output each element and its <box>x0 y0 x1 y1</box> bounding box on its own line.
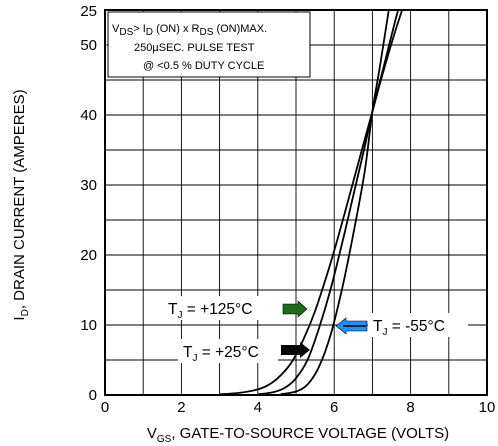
y-tick-label: 50 <box>80 37 97 54</box>
condition-line-3: @ <0.5 % DUTY CYCLE <box>143 60 264 72</box>
label-tj-125: TJ = +125°C <box>164 296 308 321</box>
plot-frame <box>104 9 488 396</box>
grid-lines <box>105 10 487 395</box>
x-tick-label: 6 <box>330 399 338 416</box>
chart-curves <box>219 10 404 395</box>
x-tick-label: 4 <box>254 399 262 416</box>
label-tj-minus-55-text: TJ = -55°C <box>373 318 445 338</box>
series-curve-2 <box>280 10 390 395</box>
arrow-tj-125 <box>282 300 308 318</box>
condition-line-2: 250µSEC. PULSE TEST <box>134 42 255 54</box>
label-tj-25: TJ = +25°C <box>178 339 310 364</box>
x-tick-label: 10 <box>479 399 496 416</box>
y-axis-label: ID, DRAIN CURRENT (AMPERES) <box>11 89 31 320</box>
y-tick-label-top: 25 <box>80 3 97 20</box>
arrow-tj-25 <box>281 342 310 358</box>
y-tick-label: 0 <box>89 387 97 404</box>
x-tick-labels: 0 2 4 6 8 10 <box>101 399 496 416</box>
y-tick-label: 10 <box>80 317 97 334</box>
x-axis-label: VGS, GATE-TO-SOURCE VOLTAGE (VOLTS) <box>147 425 449 445</box>
label-tj-25-text: TJ = +25°C <box>183 344 259 364</box>
y-tick-label: 20 <box>80 247 97 264</box>
y-tick-labels: 0 10 20 30 40 50 <box>80 37 97 404</box>
x-tick-label: 8 <box>406 399 414 416</box>
x-tick-label: 0 <box>101 399 109 416</box>
label-tj-125-text: TJ = +125°C <box>168 301 252 321</box>
series-curve-0 <box>219 10 404 395</box>
label-tj-minus-55: TJ = -55°C <box>335 313 468 338</box>
condition-line-1: VDS> ID (ON) x RDS (ON)MAX. <box>112 23 267 38</box>
y-tick-label: 40 <box>80 107 97 124</box>
y-tick-label: 30 <box>80 177 97 194</box>
conditions-box: VDS> ID (ON) x RDS (ON)MAX. 250µSEC. PUL… <box>107 11 311 78</box>
series-curve-1 <box>257 10 400 395</box>
x-tick-label: 2 <box>177 399 185 416</box>
